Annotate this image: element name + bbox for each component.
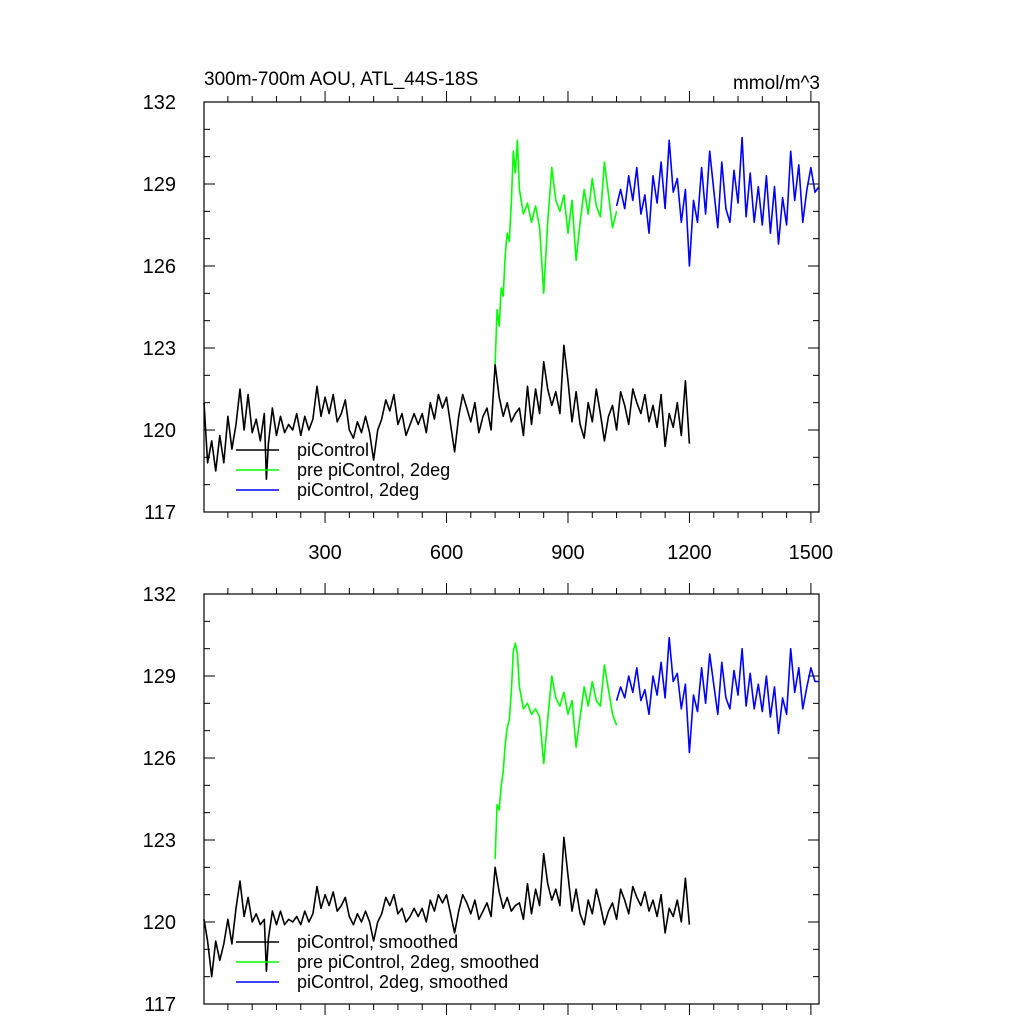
bottom-plot-frame: [203, 593, 820, 1005]
top-panel: 300m-700m AOU, ATL_44S-18S mmol/m^3 1171…: [143, 69, 834, 564]
chart-title: 300m-700m AOU, ATL_44S-18S: [204, 69, 478, 90]
top-y-tick-labels: 117 120 123 126 129 132: [143, 92, 176, 524]
bottom-plot-lines: [203, 636, 819, 978]
legend-label: piControl, 2deg, smoothed: [297, 972, 508, 992]
y-tick-label: 117: [144, 502, 176, 524]
units-label: mmol/m^3: [733, 73, 820, 94]
bottom-y-tick-labels: 117 120 123 126 129 132: [143, 584, 176, 1016]
series-line: [203, 836, 691, 978]
legend-label: pre piControl, 2deg: [297, 460, 450, 480]
top-plot-frame: [203, 101, 820, 513]
y-tick-label: 126: [143, 748, 176, 770]
y-tick-label: 123: [143, 830, 176, 852]
x-tick-label: 1200: [667, 542, 712, 564]
y-tick-label: 129: [143, 174, 176, 196]
series-line: [494, 642, 618, 860]
legend-label: piControl, 2deg: [297, 480, 419, 500]
x-tick-label: 900: [551, 542, 584, 564]
series-line: [203, 344, 691, 480]
y-tick-label: 132: [143, 584, 176, 606]
top-x-tick-labels: 300 600 900 1200 1500: [308, 542, 833, 564]
top-plot-lines: [203, 136, 820, 480]
x-tick-label: 1500: [789, 542, 834, 564]
series-line: [615, 636, 819, 754]
y-tick-label: 120: [143, 420, 176, 442]
legend-label: piControl: [297, 440, 369, 460]
series-line: [494, 139, 618, 365]
x-tick-label: 600: [430, 542, 463, 564]
y-tick-label: 117: [144, 994, 176, 1016]
y-tick-label: 132: [143, 92, 176, 114]
y-tick-label: 120: [143, 912, 176, 934]
y-tick-label: 129: [143, 666, 176, 688]
legend-label: piControl, smoothed: [297, 932, 458, 952]
series-line: [615, 136, 820, 267]
y-tick-label: 126: [143, 256, 176, 278]
top-axis-ticks: [204, 91, 819, 523]
legend-label: pre piControl, 2deg, smoothed: [297, 952, 539, 972]
y-tick-label: 123: [143, 338, 176, 360]
x-tick-label: 300: [308, 542, 341, 564]
bottom-panel: 117 120 123 126 129 132 piControl, smoothedpr…: [143, 583, 820, 1016]
